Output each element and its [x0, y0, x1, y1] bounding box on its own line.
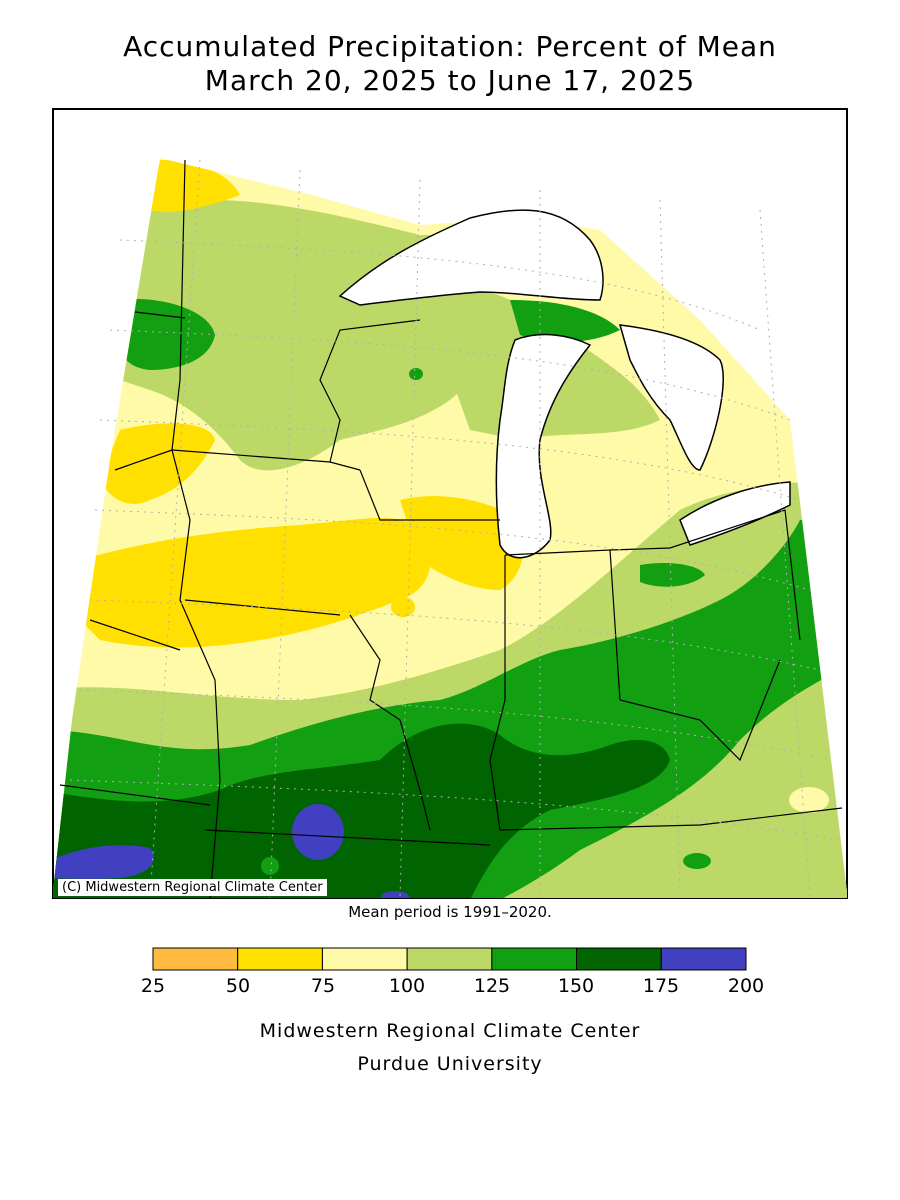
- state-borders: [59, 159, 843, 898]
- region-175-200-ar: [381, 891, 409, 898]
- border-mn-wi: [319, 319, 421, 463]
- region-175-200-mo: [292, 804, 344, 860]
- border-mo-e: [349, 614, 431, 831]
- legend-bin-125-150: [491, 947, 578, 971]
- border-sd-mn: [114, 449, 361, 471]
- region-50-75-west: [100, 423, 215, 504]
- border-ia-n: [184, 599, 341, 616]
- graticule: [69, 159, 841, 898]
- legend-bin-175-200: [660, 947, 747, 971]
- legend-bin-50-75: [237, 947, 323, 971]
- region-175-200-ks: [53, 845, 154, 879]
- map-title: Accumulated Precipitation: Percent of Me…: [123, 30, 777, 63]
- border-ks-n: [59, 784, 211, 806]
- region-125-150-ok: [261, 857, 279, 875]
- legend-tick: 100: [388, 975, 426, 997]
- region-50-75-spot: [391, 597, 415, 617]
- border-wi-il: [359, 469, 500, 521]
- legend-tick: 75: [310, 975, 336, 997]
- region-125-150-tn: [683, 853, 711, 869]
- border-tn-n: [499, 807, 843, 831]
- region-125-150-oh: [640, 563, 705, 587]
- legend-tick: 175: [642, 975, 680, 997]
- border-il-in: [489, 555, 506, 831]
- legend-bin-100-125: [406, 947, 493, 971]
- great-lakes: [338, 209, 791, 559]
- lake-erie: [679, 481, 791, 546]
- legend-bin-75-100: [321, 947, 408, 971]
- copyright-notice: (C) Midwestern Regional Climate Center: [58, 879, 327, 896]
- legend-tick: 150: [557, 975, 595, 997]
- lake-huron: [618, 324, 724, 471]
- region-125-150-spot: [409, 368, 423, 380]
- border-nd-mn: [171, 159, 221, 898]
- region-50-75-nw: [150, 160, 240, 212]
- credit-university: Purdue University: [357, 1053, 543, 1075]
- legend-bin-150-175: [576, 947, 662, 971]
- border-ne: [89, 619, 181, 651]
- region-50-75-central: [80, 518, 431, 648]
- mean-period-note: Mean period is 1991–2020.: [348, 903, 552, 921]
- legend-tick: 200: [727, 975, 765, 997]
- map-date-range: March 20, 2025 to June 17, 2025: [204, 64, 696, 97]
- lake-superior: [338, 209, 604, 306]
- border-mo-s: [204, 829, 491, 846]
- region-125-150-nd: [117, 299, 215, 370]
- legend-tick: 125: [473, 975, 511, 997]
- border-nd-sd: [134, 311, 186, 319]
- legend-tick: 50: [225, 975, 251, 997]
- legend-colorbar: [152, 947, 747, 971]
- border-ky-n: [619, 659, 781, 762]
- border-oh-mi: [609, 509, 801, 641]
- legend-tick: 25: [140, 975, 166, 997]
- legend-bin-25-50: [152, 947, 239, 971]
- credit-organization: Midwestern Regional Climate Center: [259, 1020, 641, 1042]
- region-75-100-ky: [789, 787, 829, 813]
- region-150-175: [53, 723, 670, 898]
- map-layers: [53, 158, 847, 898]
- region-125-150-up: [510, 300, 620, 342]
